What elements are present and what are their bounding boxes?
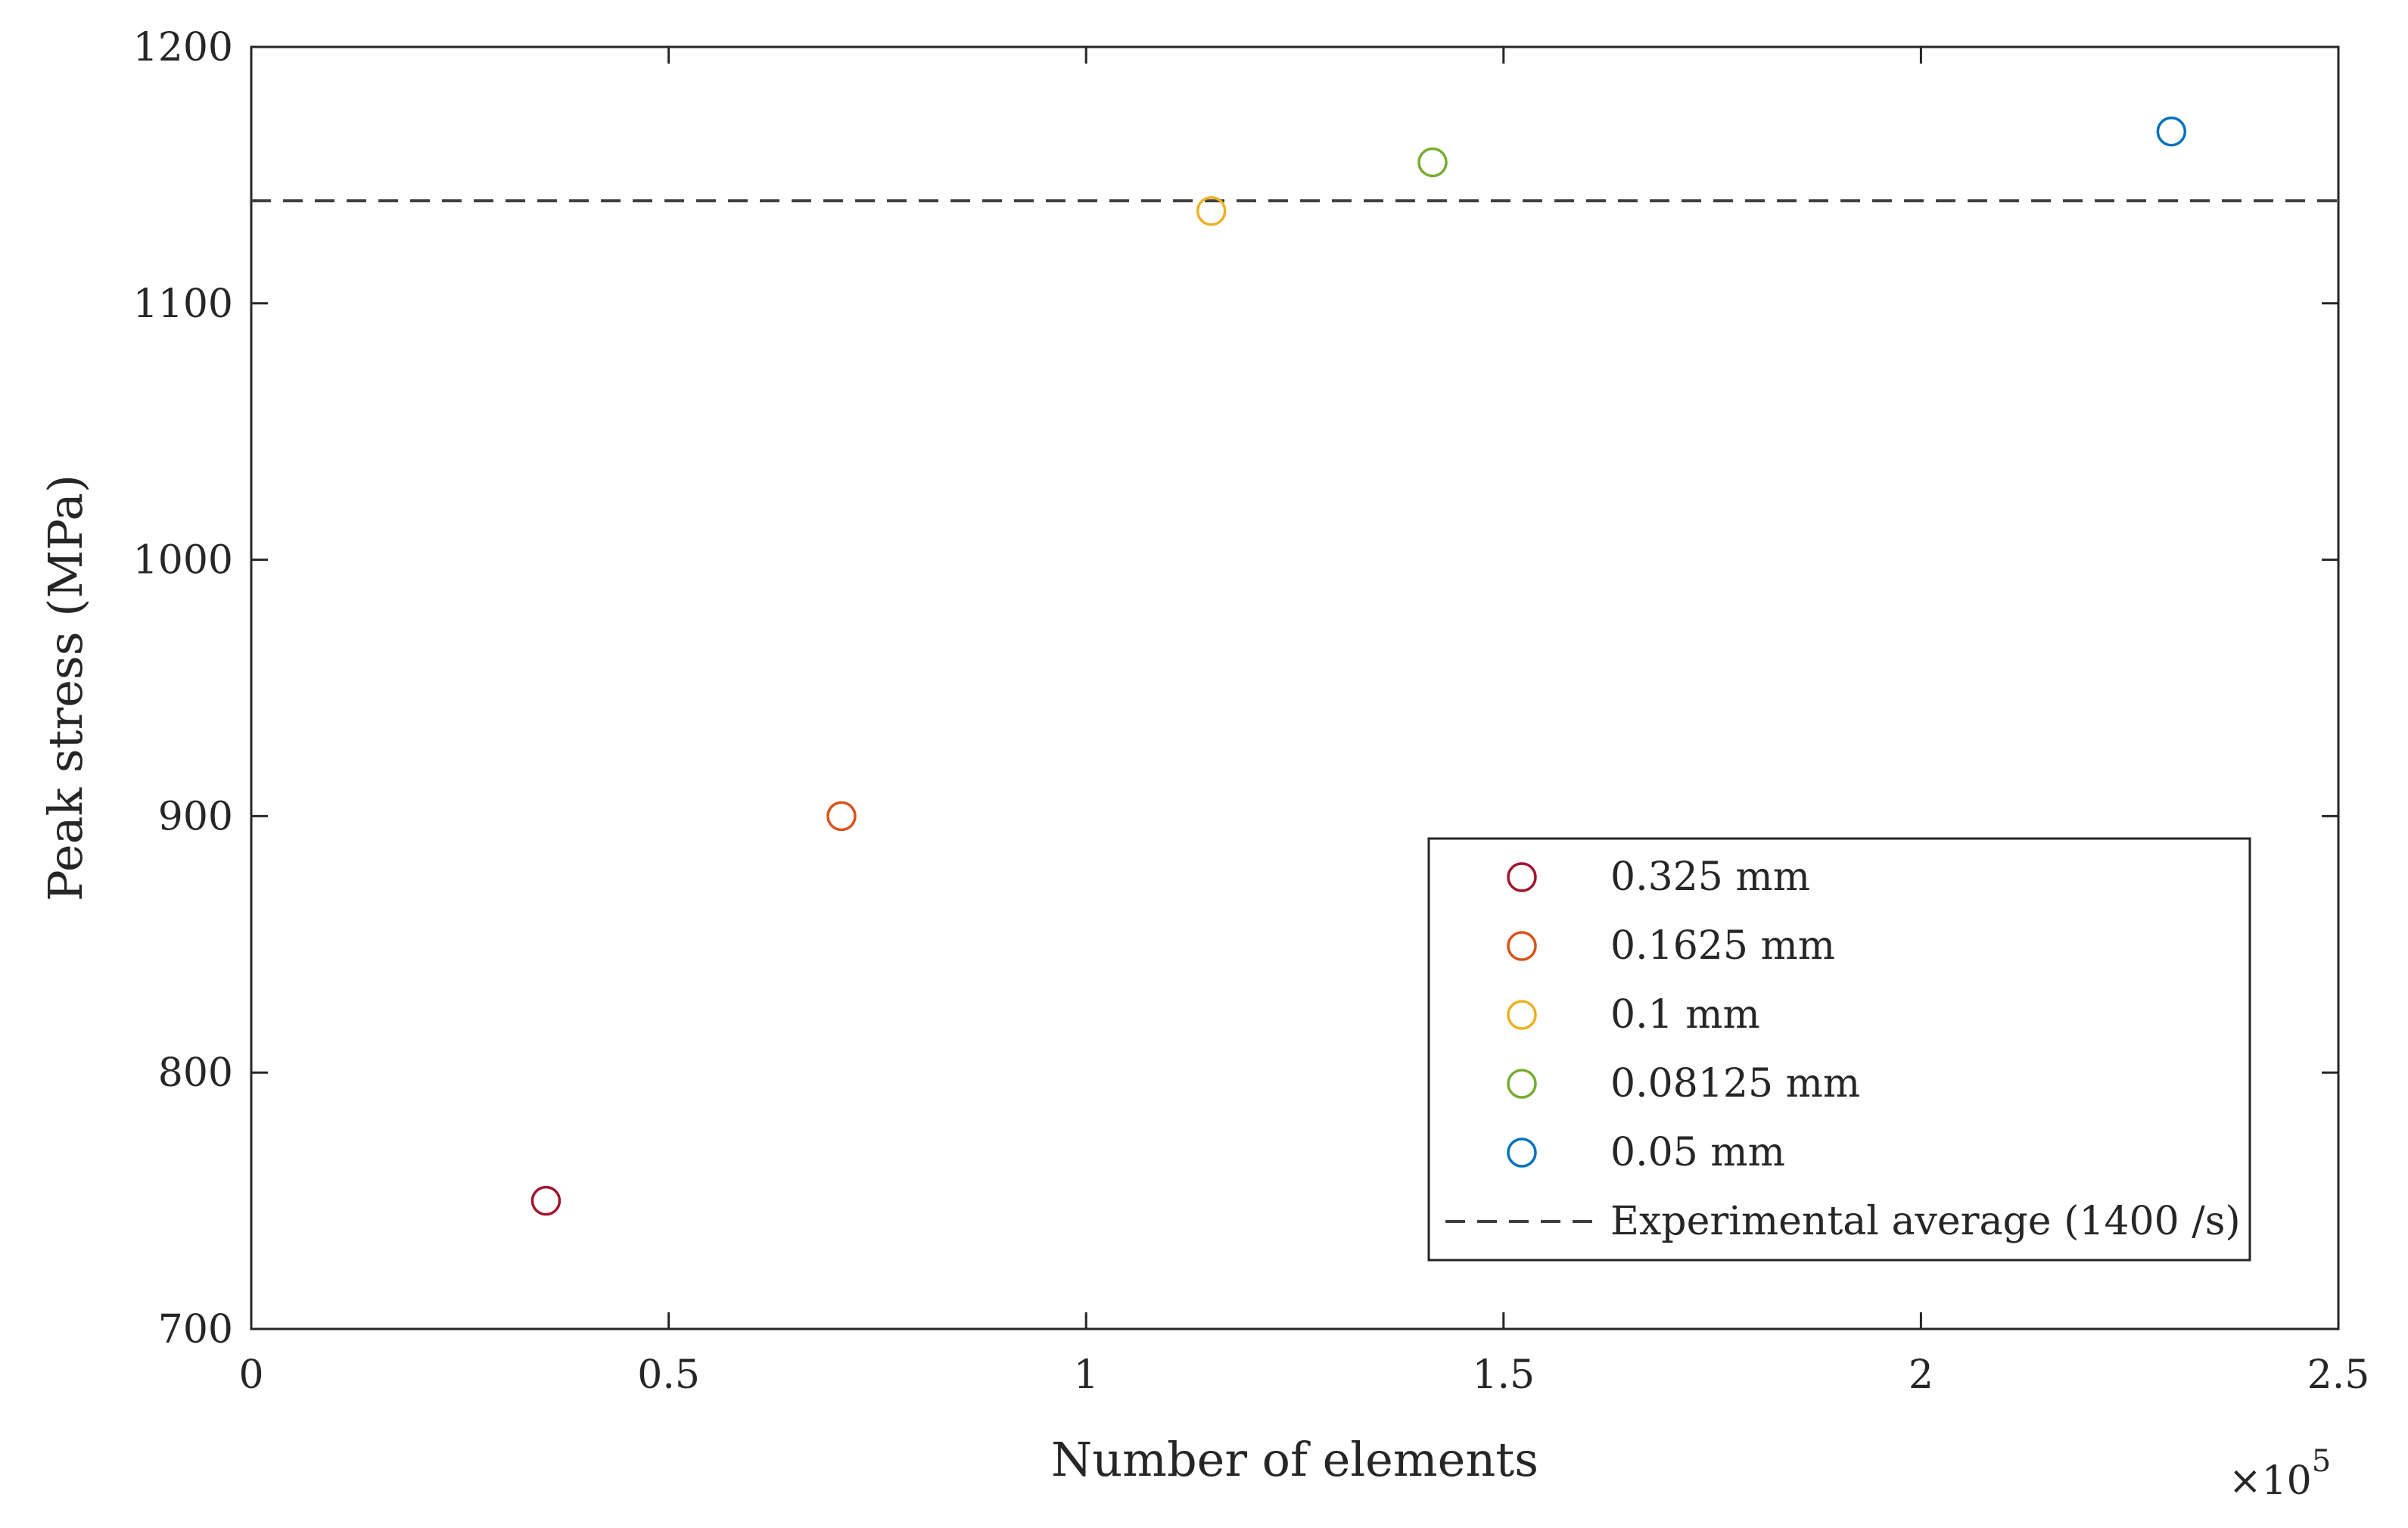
- x-exponent-label: ×105: [2229, 1444, 2331, 1504]
- y-tick-label: 800: [158, 1050, 233, 1096]
- y-tick-labels: 700 800 900 1000 1100 1200: [133, 25, 233, 1352]
- legend-marker: [1507, 931, 1537, 961]
- y-tick-label: 1100: [133, 282, 233, 327]
- y-tick-label: 1000: [133, 538, 233, 584]
- y-tick-label: 1200: [133, 25, 233, 70]
- y-tick-label: 700: [158, 1307, 233, 1352]
- legend-marker: [1507, 1137, 1537, 1168]
- legend-label: 0.1625 mm: [1610, 923, 1835, 969]
- legend-box: [1427, 837, 2251, 1262]
- legend-label: 0.05 mm: [1610, 1130, 1785, 1175]
- legend-label: 0.325 mm: [1610, 854, 1810, 900]
- legend-label: Experimental average (1400 /s): [1610, 1199, 2241, 1244]
- legend-marker: [1507, 1069, 1537, 1099]
- x-tick-label: 1: [1074, 1352, 1099, 1398]
- data-point: [2156, 117, 2187, 147]
- legend-label: 0.08125 mm: [1610, 1061, 1860, 1106]
- legend: 0.325 mm 0.1625 mm 0.1 mm 0.08125 mm 0.05 mm…: [1427, 837, 2251, 1262]
- x-tick-label: 1.5: [1472, 1352, 1535, 1398]
- x-tick-label: 2.5: [2307, 1352, 2370, 1398]
- legend-label: 0.1 mm: [1610, 992, 1760, 1038]
- data-point: [826, 801, 857, 832]
- data-point: [1196, 196, 1227, 226]
- axis-ticks: [250, 45, 2340, 1330]
- legend-items: 0.325 mm 0.1625 mm 0.1 mm 0.08125 mm 0.05 mm…: [1445, 854, 2241, 1244]
- y-axis-label: Peak stress (MPa): [38, 475, 93, 901]
- x-axis-label: Number of elements: [1051, 1432, 1538, 1487]
- legend-marker: [1507, 1000, 1537, 1030]
- data-point: [1417, 147, 1448, 178]
- legend-marker: [1507, 862, 1537, 892]
- x-exponent-power: 5: [2312, 1444, 2331, 1479]
- data-points: [530, 117, 2187, 1216]
- x-tick-label: 2: [1909, 1352, 1934, 1398]
- plot-frame: [250, 45, 2340, 1330]
- x-tick-labels: 0 0.5 1 1.5 2 2.5: [238, 1352, 2369, 1398]
- x-tick-label: 0: [238, 1352, 263, 1398]
- y-tick-label: 900: [158, 794, 233, 839]
- data-point: [530, 1185, 562, 1216]
- x-tick-label: 0.5: [637, 1352, 700, 1398]
